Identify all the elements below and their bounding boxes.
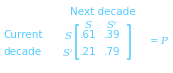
Text: decade: decade [3,47,41,57]
Text: $S$: $S$ [64,30,72,41]
Text: .79: .79 [104,47,120,57]
Text: .39: .39 [104,30,120,40]
Text: $S'$: $S'$ [62,47,74,59]
Text: .21: .21 [80,47,96,57]
Text: .61: .61 [80,30,96,40]
Text: Current: Current [3,30,43,40]
Text: Next decade: Next decade [70,7,136,17]
Text: $= P$: $= P$ [148,35,170,47]
Text: $S$: $S$ [84,19,92,30]
Text: $S'$: $S'$ [106,19,118,31]
